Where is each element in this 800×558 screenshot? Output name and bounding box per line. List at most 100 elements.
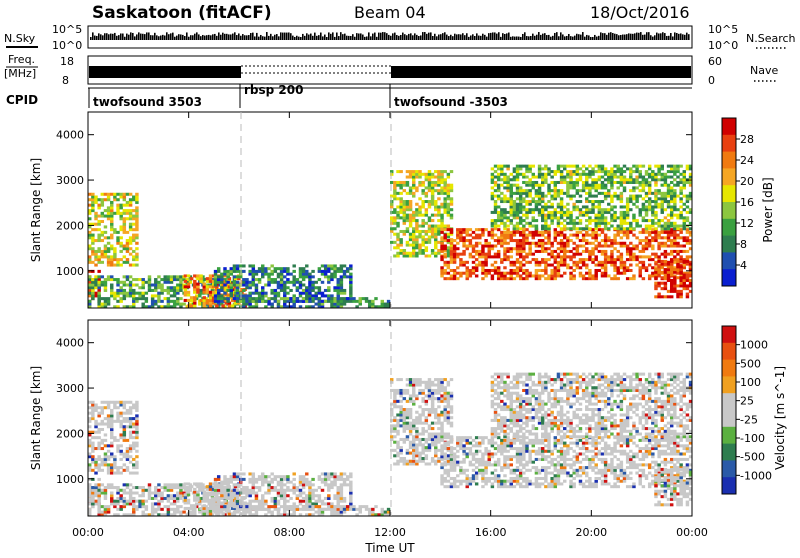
power-cell: [610, 170, 613, 173]
power-cell: [654, 214, 657, 217]
velocity-cell: [308, 505, 311, 508]
power-cell: [390, 227, 393, 230]
noise-bar: [346, 36, 348, 40]
power-cell: [639, 214, 642, 217]
power-cell: [135, 206, 138, 209]
power-cell: [626, 250, 629, 253]
velocity-cell: [203, 491, 206, 494]
power-cell: [107, 247, 110, 250]
power-cell: [447, 189, 450, 192]
velocity-cell: [88, 511, 91, 514]
power-cell: [277, 275, 280, 278]
velocity-cell: [258, 502, 261, 505]
velocity-cell: [129, 455, 132, 458]
power-cell: [550, 264, 553, 267]
power-cell: [626, 258, 629, 261]
power-cell: [670, 211, 673, 214]
power-cell: [406, 184, 409, 187]
power-cell: [494, 239, 497, 242]
noise-bar: [148, 32, 150, 40]
noise-bar: [242, 34, 244, 40]
velocity-cell: [129, 406, 132, 409]
power-cell: [318, 300, 321, 303]
noise-bar: [304, 36, 306, 40]
power-cell: [620, 225, 623, 228]
power-cell: [138, 286, 141, 289]
velocity-cell: [132, 406, 135, 409]
power-cell: [110, 228, 113, 231]
power-cell: [488, 253, 491, 256]
power-cell: [645, 239, 648, 242]
power-cell: [610, 173, 613, 176]
power-cell: [541, 178, 544, 181]
velocity-cell: [252, 492, 255, 495]
power-cell: [371, 303, 374, 306]
power-cell: [437, 192, 440, 195]
power-cell: [403, 208, 406, 211]
power-cell: [541, 274, 544, 277]
power-cell: [588, 186, 591, 189]
power-cell: [88, 209, 91, 212]
noise-bar: [136, 34, 138, 40]
velocity-cell: [91, 401, 94, 404]
velocity-cell: [119, 420, 122, 423]
power-cell: [610, 195, 613, 198]
power-cell: [585, 227, 588, 230]
power-cell: [403, 233, 406, 236]
noise-bar: [644, 35, 646, 40]
power-cell: [683, 219, 686, 222]
power-cell: [532, 173, 535, 176]
velocity-cell: [154, 486, 157, 489]
power-cell: [412, 249, 415, 252]
power-cell: [494, 272, 497, 275]
noise-bar: [188, 37, 190, 40]
power-cell: [88, 294, 91, 297]
power-cell: [588, 269, 591, 272]
power-cell: [538, 197, 541, 200]
power-cell: [91, 294, 94, 297]
power-cell: [610, 250, 613, 253]
power-cell: [88, 292, 91, 295]
power-cell: [560, 211, 563, 214]
power-cell: [648, 186, 651, 189]
noise-bar: [206, 35, 208, 40]
noise-bar: [496, 34, 498, 40]
noise-bar: [350, 36, 352, 40]
power-cell: [604, 274, 607, 277]
velocity-cell: [91, 489, 94, 492]
velocity-cell: [157, 505, 160, 508]
power-cell: [425, 233, 428, 236]
power-cell: [497, 250, 500, 253]
power-cell: [519, 261, 522, 264]
power-cell: [607, 227, 610, 230]
noise-bar: [342, 34, 344, 40]
power-cell: [651, 170, 654, 173]
power-cell: [522, 231, 525, 234]
power-cell: [673, 197, 676, 200]
power-cell: [538, 250, 541, 253]
velocity-cell: [173, 494, 176, 497]
power-cell: [664, 295, 667, 298]
power-cell: [236, 294, 239, 297]
power-cell: [613, 173, 616, 176]
power-cell: [676, 293, 679, 296]
power-cell: [264, 270, 267, 273]
power-cell: [305, 264, 308, 267]
power-cell: [434, 205, 437, 208]
power-cell: [686, 236, 689, 239]
velocity-cell: [258, 475, 261, 478]
power-cell: [141, 292, 144, 295]
noise-bar: [142, 34, 144, 40]
power-cell: [544, 205, 547, 208]
power-cell: [91, 201, 94, 204]
power-cell: [673, 195, 676, 198]
power-cell: [101, 193, 104, 196]
velocity-cell: [199, 485, 202, 488]
power-cell: [510, 261, 513, 264]
noise-bar: [128, 35, 130, 40]
power-cell: [535, 261, 538, 264]
power-cell: [503, 186, 506, 189]
power-cell: [582, 244, 585, 247]
power-cell: [585, 242, 588, 245]
power-cell: [591, 167, 594, 170]
